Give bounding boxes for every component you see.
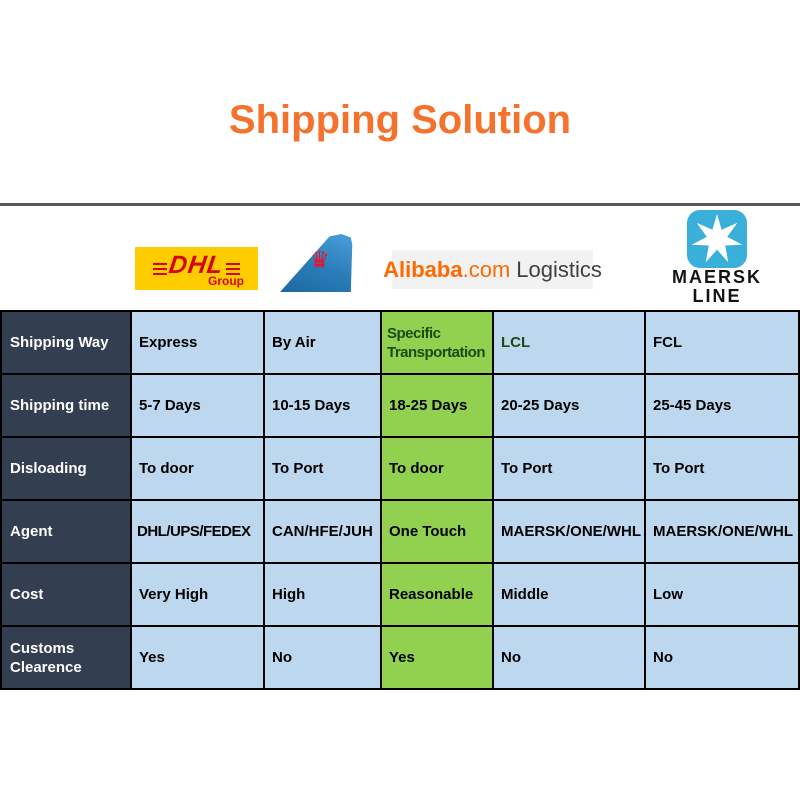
- china-southern-tail-icon: ♛: [280, 234, 353, 292]
- row-header-shipping-time: Shipping time: [2, 375, 130, 436]
- row-header-cost: Cost: [2, 564, 130, 625]
- table-cell: To Port: [646, 438, 798, 499]
- alibaba-logistics-logo: Alibaba .com Logistics: [383, 250, 602, 289]
- row-header-shipping-way: Shipping Way: [2, 312, 130, 373]
- table-cell: Yes: [132, 627, 263, 688]
- table-cell: CAN/HFE/JUH: [265, 501, 380, 562]
- row-header-disloading: Disloading: [2, 438, 130, 499]
- kapok-flower-icon: ♛: [309, 247, 330, 274]
- table-cell: 25-45 Days: [646, 375, 798, 436]
- table-cell-highlighted: Reasonable: [382, 564, 492, 625]
- dhl-stripes-right-icon: [225, 262, 240, 275]
- table-cell-highlighted: One Touch: [382, 501, 492, 562]
- title-divider: [0, 203, 800, 206]
- table-cell: No: [646, 627, 798, 688]
- table-cell: Low: [646, 564, 798, 625]
- row-header-customs-clearence: Customs Clearence: [2, 627, 130, 688]
- table-cell: To Port: [265, 438, 380, 499]
- table-cell: DHL/UPS/FEDEX: [132, 501, 263, 562]
- page-title: Shipping Solution: [228, 98, 572, 142]
- table-cell: FCL: [646, 312, 798, 373]
- alibaba-brand-label: Alibaba: [383, 256, 463, 282]
- table-cell-highlighted: Specific Transportation: [382, 312, 492, 373]
- table-cell-highlighted: To door: [382, 438, 492, 499]
- alibaba-domain-label: .com: [462, 256, 511, 282]
- row-header-agent: Agent: [2, 501, 130, 562]
- dhl-logo: DHL Group: [135, 247, 258, 290]
- table-cell: No: [265, 627, 380, 688]
- table-cell: To Port: [494, 438, 644, 499]
- table-cell: MAERSK/ONE/WHL: [646, 501, 798, 562]
- table-cell: By Air: [265, 312, 380, 373]
- table-cell: High: [265, 564, 380, 625]
- table-cell: To door: [132, 438, 263, 499]
- table-cell: 10-15 Days: [265, 375, 380, 436]
- maersk-label-line1: MAERSK: [671, 267, 762, 287]
- maersk-star-icon: [687, 210, 747, 268]
- maersk-line-logo: MAERSK LINE: [652, 210, 782, 306]
- table-cell: Middle: [494, 564, 644, 625]
- dhl-stripes-left-icon: [153, 262, 168, 275]
- dhl-group-label: Group: [208, 274, 244, 288]
- shipping-comparison-table: Shipping Way Express By Air Specific Tra…: [0, 310, 800, 690]
- table-cell: Express: [132, 312, 263, 373]
- table-cell-highlighted: 18-25 Days: [382, 375, 492, 436]
- table-cell: 5-7 Days: [132, 375, 263, 436]
- maersk-label-line2: LINE: [692, 286, 742, 306]
- alibaba-suffix-label: Logistics: [516, 256, 602, 282]
- table-cell: MAERSK/ONE/WHL: [494, 501, 644, 562]
- table-cell: Very High: [132, 564, 263, 625]
- table-cell: 20-25 Days: [494, 375, 644, 436]
- table-cell: LCL: [494, 312, 644, 373]
- table-cell: No: [494, 627, 644, 688]
- table-cell-highlighted: Yes: [382, 627, 492, 688]
